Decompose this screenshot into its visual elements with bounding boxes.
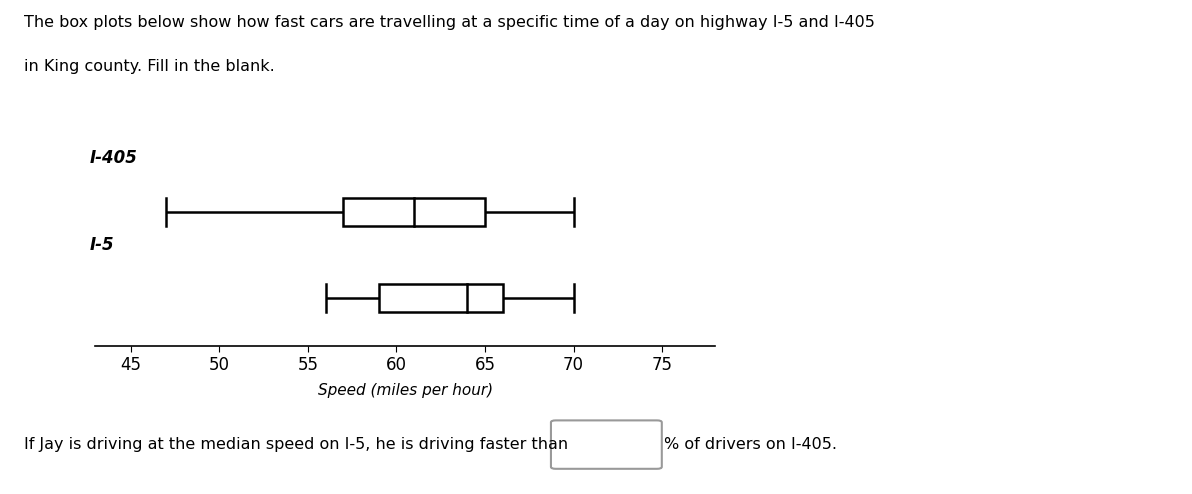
- Text: I-405: I-405: [89, 149, 137, 167]
- Text: in King county. Fill in the blank.: in King county. Fill in the blank.: [24, 59, 274, 74]
- Text: I-5: I-5: [89, 236, 114, 254]
- Bar: [379, 285, 503, 312]
- Text: The box plots below show how fast cars are travelling at a specific time of a da: The box plots below show how fast cars a…: [24, 15, 875, 30]
- Text: % of drivers on I-405.: % of drivers on I-405.: [664, 437, 837, 452]
- Bar: [343, 198, 485, 226]
- Text: If Jay is driving at the median speed on I-5, he is driving faster than: If Jay is driving at the median speed on…: [24, 437, 567, 452]
- X-axis label: Speed (miles per hour): Speed (miles per hour): [318, 382, 492, 398]
